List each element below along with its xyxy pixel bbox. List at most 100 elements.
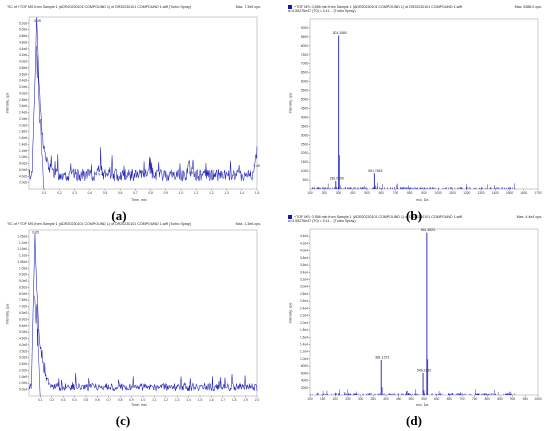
y-tick-label: 1.2e4 (300, 350, 308, 354)
peak-label: 381.1373 (375, 355, 389, 359)
x-tick-label: 1.1 (152, 398, 157, 402)
x-tick-label: 350 (371, 397, 377, 401)
y-tick-label: 4.0e5 (19, 343, 27, 347)
y-tick-label: 1.15e6 (17, 247, 27, 251)
x-axis-label: Time, min (131, 403, 147, 407)
x-tick-label: 0.8 (118, 398, 123, 402)
y-tick-label: 6.0e5 (19, 168, 27, 172)
chart-header-text-2: a=3.55276e47 (T0) = 0.11... (Turbo Spray… (288, 9, 356, 14)
x-tick-label: 0.5 (103, 191, 108, 195)
y-tick-label: 5.5e5 (19, 324, 27, 328)
x-tick-label: 1.9 (243, 398, 248, 402)
y-tick-label: 1.0e5 (19, 381, 27, 385)
x-axis-label: Time, min (131, 198, 147, 202)
y-tick-label: 2500 (301, 142, 308, 146)
x-tick-label: 1.0 (179, 191, 184, 195)
y-tick-label: 6.5e5 (19, 311, 27, 315)
y-tick-label: 3.0e4 (300, 285, 308, 289)
y-tick-label: 2000 (301, 151, 308, 155)
x-tick-label: 950 (523, 397, 529, 401)
series-square-icon (288, 215, 292, 220)
x-tick-label: 0.5 (84, 398, 89, 402)
y-tick-label: 2.0e6 (19, 123, 27, 127)
y-tick-label: 7500 (301, 53, 308, 57)
x-tick-label: 200 (333, 397, 339, 401)
series-trace-detail (34, 295, 41, 397)
y-tick-label: 5000 (301, 98, 308, 102)
x-tick-label: 250 (345, 397, 351, 401)
x-tick-label: 550 (421, 397, 427, 401)
y-tick-label: 7.0e5 (19, 305, 27, 309)
y-tick-label: 1.4e4 (300, 342, 308, 346)
x-tick-label: 650 (447, 397, 453, 401)
panel-a-chromatogram: TIC of +TOF MS from Sample 1 (ADR2023010… (5, 5, 263, 205)
y-tick-label: 2.2e6 (19, 117, 27, 121)
x-tick-label: 0.7 (133, 191, 138, 195)
y-tick-label: 500 (303, 178, 309, 182)
x-tick-label: 1.0 (141, 398, 146, 402)
x-tick-label: 400 (383, 397, 389, 401)
x-tick-label: 1000 (534, 397, 541, 401)
y-tick-label: 9.0e5 (19, 279, 27, 283)
x-tick-label: 1.3 (224, 191, 229, 195)
x-tick-label: 1.5 (255, 191, 260, 195)
y-tick-label: 1.0e4 (300, 357, 308, 361)
x-tick-label: 1.1 (194, 191, 199, 195)
y-tick-label: 3.4e4 (300, 270, 308, 274)
x-tick-label: 0.1 (42, 191, 47, 195)
y-axis-label: Intensity, cps (5, 92, 10, 114)
x-tick-label: 1.5 (198, 398, 203, 402)
y-tick-label: 2.4e6 (19, 111, 27, 115)
y-tick-label: 8000 (301, 364, 308, 368)
panel-b-spectrum: +TOF MS: 0.558 min from Sample 1 (ADR202… (286, 5, 544, 205)
y-tick-label: 3.0e5 (19, 356, 27, 360)
y-tick-label: 4.2e6 (19, 53, 27, 57)
y-tick-label: 3.2e4 (300, 278, 308, 282)
chart-header-text: TIC of +TOF MS from Sample 1 (ADR2023010… (7, 222, 191, 226)
y-tick-label: 5.0e4 (19, 388, 27, 392)
y-tick-label: 9000 (301, 26, 308, 30)
y-tick-label: 8000 (301, 44, 308, 48)
y-tick-label: 1.6e6 (19, 136, 27, 140)
panel-d-spectrum: +TOF MS: 0.556 min from Sample 1 (ADR202… (286, 215, 544, 410)
x-tick-label: 450 (396, 397, 402, 401)
x-tick-label: 100 (307, 191, 313, 195)
y-tick-label: 5.2e6 (19, 21, 27, 25)
y-tick-label: 2.0e4 (300, 321, 308, 325)
peak-label: 1.49 (253, 164, 260, 168)
caption-b: (b) (406, 208, 422, 223)
y-tick-label: 4.2e4 (300, 241, 308, 245)
max-intensity: Max. 5386.0 cps. (514, 5, 542, 9)
y-tick-label: 6500 (301, 71, 308, 75)
y-tick-label: 2.0e5 (19, 181, 27, 185)
y-tick-label: 2.2e4 (300, 314, 308, 318)
y-tick-label: 4.0e4 (300, 249, 308, 253)
y-tick-label: 3.4e6 (19, 79, 27, 83)
x-axis-label: m/z, Da (416, 403, 429, 407)
x-tick-label: 400 (350, 191, 356, 195)
y-tick-label: 1.8e6 (19, 130, 27, 134)
y-tick-label: 1.4e6 (19, 142, 27, 146)
x-tick-label: 1.6 (209, 398, 214, 402)
y-tick-label: 4.0e5 (19, 174, 27, 178)
x-tick-label: 1.4 (240, 191, 245, 195)
y-tick-label: 8.0e5 (19, 162, 27, 166)
chart-header: +TOF MS: 0.556 min from Sample 1 (ADR202… (288, 215, 542, 224)
caption-a: (a) (111, 208, 127, 223)
x-tick-label: 1400 (492, 191, 499, 195)
x-tick-label: 0.4 (72, 398, 77, 402)
y-tick-label: 3.6e4 (300, 263, 308, 267)
x-tick-label: 150 (320, 397, 326, 401)
x-tick-label: 1.3 (175, 398, 180, 402)
x-tick-label: 500 (364, 191, 370, 195)
y-tick-label: 3.6e6 (19, 72, 27, 76)
x-tick-label: 1.7 (221, 398, 226, 402)
plot-frame (28, 229, 258, 397)
max-intensity: Max. 7.3e5 cps. (235, 5, 261, 9)
caption-c: (c) (115, 413, 131, 428)
x-tick-label: 1.2 (164, 398, 169, 402)
y-tick-label: 5500 (301, 89, 308, 93)
y-tick-label: 6000 (301, 80, 308, 84)
y-tick-label: 7000 (301, 62, 308, 66)
x-tick-label: 0.6 (118, 191, 123, 195)
